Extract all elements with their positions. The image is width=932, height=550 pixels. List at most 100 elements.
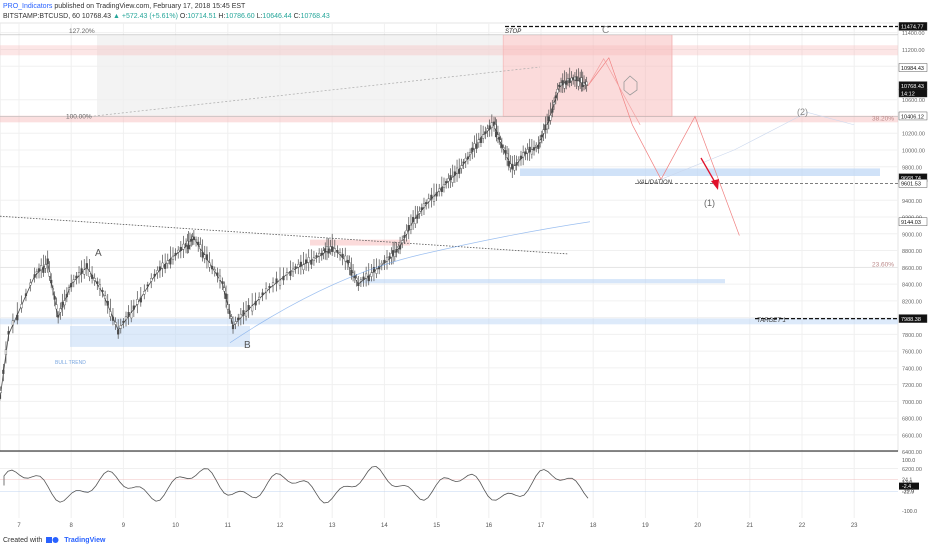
- candle-body: [580, 77, 583, 83]
- price-change: ▲ +572.43 (+5.61%): [113, 13, 178, 20]
- candle-body: [572, 77, 575, 80]
- candle-body: [237, 317, 240, 321]
- range-box: [97, 34, 503, 117]
- candle-body: [517, 159, 520, 161]
- time-tick-label: 8: [70, 523, 74, 529]
- candle-body: [291, 268, 295, 273]
- candle-body: [122, 320, 125, 323]
- support-zone: [520, 168, 880, 176]
- candle-body: [305, 259, 308, 264]
- time-tick-label: 20: [694, 523, 701, 529]
- candle-body: [29, 282, 32, 286]
- candle-body: [473, 143, 476, 149]
- price-tick-label: 7000.00: [902, 400, 922, 406]
- candle-body: [46, 258, 49, 265]
- symbol-name[interactable]: BITSTAMP:BTCUSD, 60: [3, 13, 80, 20]
- candle-body: [40, 265, 43, 271]
- candle-body: [197, 241, 200, 246]
- candle-body: [312, 257, 316, 261]
- candle-body: [544, 124, 547, 130]
- wave-1-label: (1): [704, 198, 715, 208]
- candle-body: [251, 305, 254, 312]
- candle-body: [111, 316, 115, 321]
- candle-body: [575, 76, 578, 82]
- wave-b-label: B: [244, 340, 251, 351]
- candle-body: [388, 256, 391, 259]
- candle-body: [559, 82, 563, 86]
- candle-body: [392, 250, 395, 256]
- candle-body: [192, 236, 195, 240]
- candle-body: [416, 214, 419, 219]
- author-link[interactable]: PRO_Indicators: [3, 3, 53, 10]
- price-tag-label: 11474.77: [901, 25, 924, 31]
- candle-body: [294, 266, 297, 269]
- candle-body: [405, 230, 408, 235]
- price-axis[interactable]: 11400.0011200.0011000.0010600.0010200.00…: [898, 22, 928, 473]
- candle-body: [496, 134, 500, 139]
- fib-level-label: 23.60%: [872, 261, 894, 268]
- price-tag: [898, 63, 928, 72]
- candle-body: [320, 252, 323, 256]
- annotations: STOP C A B (1) (2) VALIDATION TARGET 1 BULL TREN…: [55, 25, 894, 366]
- wave-2-label: (2): [797, 107, 808, 117]
- osc-tick-label: -2.4: [902, 484, 911, 490]
- oscillator-pane: [0, 465, 898, 504]
- candle-body: [307, 257, 310, 263]
- candle-body: [367, 275, 370, 282]
- candle-body: [390, 253, 393, 258]
- open-label: O:: [179, 13, 188, 20]
- candle-body: [499, 139, 502, 143]
- candle-body: [350, 270, 353, 276]
- candle-body: [278, 279, 282, 286]
- projection-lines: [587, 57, 855, 236]
- tradingview-brand[interactable]: TradingView: [64, 536, 106, 544]
- candle-body: [442, 184, 446, 188]
- price-tick-label: 7600.00: [902, 350, 922, 356]
- candle-body: [414, 218, 417, 224]
- osc-tick-label: 24.1: [902, 477, 912, 483]
- candle-body: [324, 248, 327, 253]
- candle-body: [537, 144, 540, 149]
- price-tick-label: 10000.00: [902, 149, 925, 155]
- candle-body: [59, 308, 62, 313]
- candle-body: [530, 149, 533, 155]
- resistance-zone: [310, 239, 410, 246]
- candle-body: [150, 278, 153, 282]
- candle-body: [158, 266, 162, 271]
- candle-body: [75, 275, 78, 279]
- price-tag: [898, 88, 928, 98]
- candle-body: [169, 258, 172, 265]
- time-axis[interactable]: 7 8 9 10 11 12 13 14 15 16 17 18 19 20 21 22 23: [17, 523, 858, 529]
- candle-body: [519, 155, 523, 160]
- candle-body: [161, 262, 164, 269]
- candle-body: [11, 320, 15, 326]
- bull-trend-tag: BULL TREND: [55, 360, 86, 366]
- support-zone: [0, 318, 898, 325]
- candle-body: [226, 304, 229, 310]
- price-tick-label: 7800.00: [902, 333, 922, 339]
- candle-body: [502, 147, 505, 150]
- candle-body: [127, 312, 130, 317]
- candle-body: [577, 80, 580, 87]
- candle-body: [535, 144, 538, 147]
- candle-body: [194, 239, 198, 242]
- candle-body: [409, 224, 413, 230]
- fib-level-label: 38.20%: [872, 115, 894, 122]
- time-tick-label: 10: [172, 523, 179, 529]
- candle-body: [264, 288, 268, 293]
- candle-body: [190, 238, 193, 242]
- candle-body: [171, 255, 175, 260]
- candle-body: [42, 267, 45, 273]
- candle-body: [104, 295, 107, 299]
- price-line: [0, 78, 589, 402]
- candle-body: [549, 115, 552, 121]
- candle-body: [117, 329, 120, 335]
- osc-tick-label: -19.0: [902, 488, 914, 494]
- candle-body: [77, 272, 81, 277]
- candle-body: [63, 300, 66, 306]
- candle-body: [507, 160, 510, 167]
- price-tag-label: 10406.12: [901, 114, 924, 120]
- support-zone: [70, 325, 250, 347]
- candle-body: [341, 253, 344, 258]
